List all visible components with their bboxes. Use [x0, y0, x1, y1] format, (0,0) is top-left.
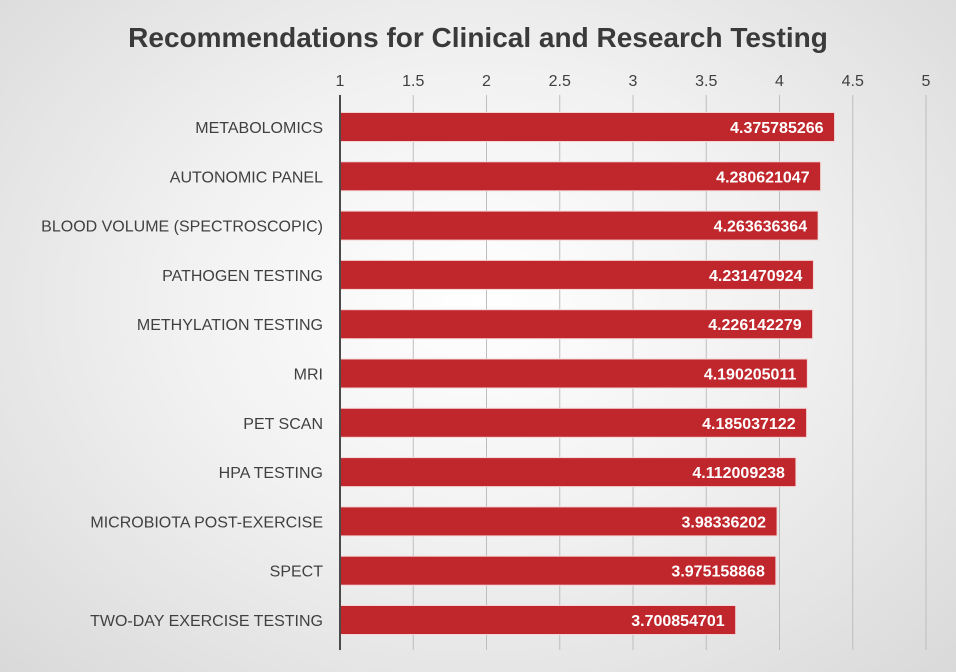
x-tick-label: 1 [336, 73, 345, 90]
data-label: 4.280621047 [716, 169, 810, 186]
x-tick-label: 3 [629, 73, 638, 90]
category-label: MRI [294, 367, 323, 384]
x-axis-ticks: 1 1.5 2 2.5 3 3.5 4 4.5 5 [336, 73, 931, 90]
category-label: TWO-DAY EXERCISE TESTING [90, 613, 323, 630]
category-label: PET SCAN [243, 416, 323, 433]
bar [339, 407, 808, 438]
category-label: MICROBIOTA POST-EXERCISE [90, 514, 323, 531]
data-label: 4.112009238 [692, 465, 785, 482]
x-tick-label: 2.5 [549, 73, 571, 90]
bar [339, 259, 814, 290]
x-tick-label: 2 [482, 73, 491, 90]
bar [339, 358, 808, 389]
bar [339, 309, 814, 340]
data-label: 4.263636364 [714, 219, 808, 236]
bars [339, 112, 836, 635]
bar [339, 555, 777, 586]
value-labels: 4.375785266 4.280621047 4.263636364 4.23147… [631, 120, 823, 630]
data-label: 4.226142279 [708, 317, 802, 334]
x-tick-label: 5 [922, 73, 931, 90]
category-label: AUTONOMIC PANEL [170, 169, 323, 186]
data-label: 4.190205011 [704, 367, 797, 384]
bar [339, 457, 797, 488]
data-label: 4.375785266 [730, 120, 824, 137]
category-label: SPECT [270, 564, 324, 581]
category-label: METHYLATION TESTING [137, 317, 323, 334]
category-labels: METABOLOMICS AUTONOMIC PANEL BLOOD VOLUME … [41, 120, 323, 630]
data-label: 3.98336202 [682, 514, 767, 531]
bar [339, 506, 778, 537]
data-label: 3.975158868 [671, 564, 765, 581]
bar [339, 605, 737, 635]
x-tick-label: 1.5 [402, 73, 424, 90]
data-label: 4.185037122 [702, 416, 796, 433]
x-tick-label: 4.5 [842, 73, 864, 90]
bar [339, 161, 822, 192]
bar [339, 210, 819, 241]
x-tick-label: 4 [775, 73, 784, 90]
category-label: METABOLOMICS [195, 120, 323, 137]
category-label: HPA TESTING [219, 465, 323, 482]
category-label: PATHOGEN TESTING [162, 268, 323, 285]
chart-title: Recommendations for Clinical and Researc… [128, 22, 828, 53]
category-label: BLOOD VOLUME (SPECTROSCOPIC) [41, 219, 323, 236]
data-label: 3.700854701 [631, 613, 725, 630]
data-label: 4.231470924 [709, 268, 803, 285]
x-tick-label: 3.5 [695, 73, 717, 90]
